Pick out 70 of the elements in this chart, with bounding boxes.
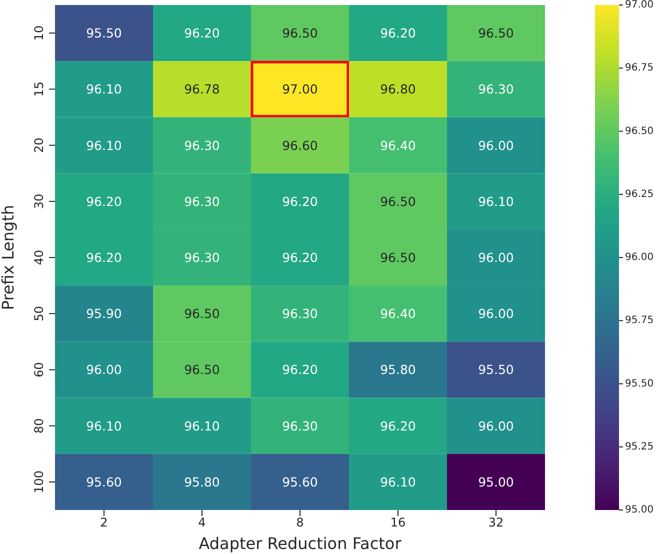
x-tick-label: 8 — [296, 516, 304, 530]
data-label: 96.30 — [184, 138, 220, 153]
data-label: 95.80 — [380, 362, 416, 378]
data-label: 96.80 — [380, 82, 416, 97]
data-label: 96.50 — [184, 362, 220, 378]
y-tick-label: 100 — [32, 470, 46, 494]
color-bar-label: 95.75 — [625, 315, 654, 326]
data-label: 96.20 — [86, 250, 122, 265]
y-tick-label: 10 — [32, 25, 46, 41]
data-label: 96.20 — [380, 26, 416, 41]
data-label: 96.20 — [380, 418, 416, 434]
data-label: 96.30 — [184, 194, 220, 209]
data-label: 96.30 — [282, 418, 318, 434]
data-label: 96.20 — [282, 250, 318, 265]
data-label: 96.60 — [282, 138, 318, 153]
x-tick-label: 16 — [390, 516, 406, 530]
data-label: 95.50 — [86, 26, 122, 41]
data-label: 96.10 — [184, 418, 220, 434]
data-label: 96.50 — [380, 194, 416, 209]
y-tick-label: 20 — [32, 138, 46, 153]
y-tick-label: 30 — [32, 194, 46, 210]
x-tick-label: 32 — [488, 516, 504, 530]
color-bar-label: 95.50 — [625, 378, 654, 390]
data-label: 96.30 — [282, 306, 318, 322]
data-label: 96.78 — [184, 82, 220, 97]
color-bar-label: 96.25 — [625, 188, 654, 200]
data-label: 96.30 — [478, 82, 514, 97]
data-label: 96.10 — [478, 194, 514, 209]
data-label: 95.50 — [478, 362, 514, 378]
data-label: 96.10 — [86, 418, 122, 434]
data-label: 96.50 — [282, 26, 318, 41]
data-label: 95.90 — [86, 306, 122, 322]
data-label: 96.10 — [86, 82, 122, 97]
x-tick-label: 2 — [100, 516, 108, 530]
x-tick-label: 4 — [198, 516, 206, 530]
color-bar-label: 97.00 — [625, 0, 654, 10]
color-bar-label: 96.50 — [625, 126, 654, 137]
y-tick-label: 50 — [32, 306, 46, 322]
y-tick-label: 15 — [32, 82, 46, 97]
data-label: 95.80 — [184, 474, 220, 490]
data-label: 96.20 — [184, 26, 220, 41]
data-label: 95.00 — [478, 474, 514, 490]
y-tick-label: 40 — [32, 250, 46, 266]
data-label: 96.00 — [478, 306, 514, 322]
data-label: 96.30 — [184, 250, 220, 265]
color-bar-label: 96.75 — [625, 62, 654, 74]
data-label: 96.40 — [380, 306, 416, 322]
color-bar-label: 95.00 — [625, 504, 654, 516]
data-label: 96.10 — [86, 138, 122, 153]
color-bar-label: 95.25 — [625, 441, 654, 452]
y-tick-label: 80 — [32, 418, 46, 434]
data-label: 96.00 — [478, 138, 514, 153]
y-axis-title: Prefix Length — [0, 204, 18, 310]
data-label: 96.00 — [478, 250, 514, 265]
data-label: 96.20 — [282, 362, 318, 378]
data-label: 96.00 — [478, 418, 514, 434]
x-axis-title: Adapter Reduction Factor — [198, 534, 402, 553]
data-label: 96.50 — [380, 250, 416, 265]
data-label: 95.60 — [86, 474, 122, 490]
data-label: 96.20 — [282, 194, 318, 209]
data-label: 95.60 — [282, 474, 318, 490]
data-label: 96.20 — [86, 194, 122, 209]
data-label: 96.50 — [478, 26, 514, 41]
color-bar-label: 96.00 — [625, 252, 654, 263]
data-label: 97.00 — [282, 82, 318, 97]
data-label: 96.40 — [380, 138, 416, 153]
y-tick-label: 60 — [32, 362, 46, 378]
data-label: 96.10 — [380, 474, 416, 490]
data-label: 96.00 — [86, 362, 122, 378]
data-label: 96.50 — [184, 306, 220, 322]
